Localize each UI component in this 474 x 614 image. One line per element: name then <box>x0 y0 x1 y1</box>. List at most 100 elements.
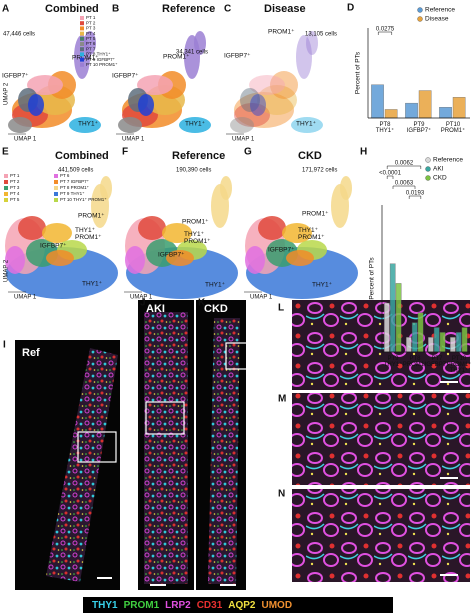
stain-name: CD31 <box>197 600 223 611</box>
microscopy-panels <box>15 300 470 613</box>
umap-panel: G CKD 171,972 cells PROM1⁺ THY1⁺ PROM1⁺IGFBP7… <box>244 147 358 301</box>
tissue-strip <box>46 348 118 582</box>
cell-cluster <box>230 117 254 133</box>
bar <box>384 302 390 353</box>
cluster-label: THY1⁺ <box>78 121 99 128</box>
x-axis-label: UMAP 1 <box>250 295 273 301</box>
panel-letter: J <box>140 298 146 309</box>
cell-cluster <box>249 75 285 95</box>
legend-label: PT 8 THY1⁺ <box>86 52 111 57</box>
x-tick-label: PT9 IGFBP7⁺ <box>407 122 432 134</box>
legend-swatch <box>80 47 84 52</box>
legend-swatch <box>80 42 84 46</box>
panel-letter: M <box>278 394 286 405</box>
cell-count: 34,341 cells <box>176 50 208 56</box>
legend-swatch <box>80 31 84 36</box>
cell-cluster <box>118 117 142 133</box>
panel-letter: E <box>2 147 9 158</box>
bar <box>406 337 412 353</box>
cell-cluster <box>258 216 286 240</box>
zoom-box <box>145 401 185 435</box>
p-value: 0.0193 <box>406 191 425 197</box>
legend-swatch <box>54 198 58 202</box>
cell-cluster <box>28 94 44 116</box>
legend-label: PT 8 PROM1⁺ <box>60 185 90 190</box>
legend-label: PT 5 <box>86 36 96 41</box>
panel-letter: L <box>278 303 284 314</box>
panel-title: CKD <box>298 150 322 162</box>
legend-swatch <box>4 174 8 178</box>
umap-panel: F Reference 190,390 cells PROM1⁺ THY1⁺ PROM1⁺… <box>122 147 238 301</box>
bar <box>455 332 462 353</box>
legend-marker <box>417 7 423 13</box>
panel-letter: A <box>2 4 9 15</box>
cell-cluster <box>270 71 298 99</box>
y-axis-label: UMAP 2 <box>4 259 10 282</box>
x-tick-label: PT10 PROM1⁺ THY1⁺ <box>447 356 472 374</box>
legend-label: PT 6 <box>86 41 96 46</box>
panel-title: Combined <box>55 150 109 162</box>
cluster-label: THY1⁺ <box>312 282 333 289</box>
cluster-label: THY1⁺ PROM1⁺ <box>75 227 102 241</box>
legend-swatch <box>80 26 84 31</box>
legend-marker <box>425 166 431 172</box>
cell-count: 47,446 cells <box>3 32 35 38</box>
bar <box>433 327 440 353</box>
y-axis-label: Percent of PTs <box>355 51 362 94</box>
cell-cluster <box>220 176 232 200</box>
stain-name: LRP2 <box>165 600 191 611</box>
legend-label: Reference <box>433 157 463 164</box>
cell-cluster <box>194 31 206 55</box>
p-value: <0.0001 <box>379 171 402 177</box>
stain-legend-box <box>83 597 393 613</box>
legend-label: PT 10 PROM1⁺ <box>86 62 118 67</box>
bar <box>452 97 466 119</box>
cluster-label: PROM1⁺ <box>182 219 209 226</box>
x-axis-label: UMAP 1 <box>122 137 145 143</box>
legend-label: PT 10 THY1⁺ PROM1⁺ <box>60 197 107 202</box>
cell-cluster <box>234 92 294 128</box>
legend-label: PT 2 <box>86 20 96 25</box>
cell-cluster <box>27 75 63 95</box>
legend-swatch <box>54 186 58 190</box>
cluster-label: PROM1⁺ <box>72 55 99 62</box>
x-tick-label: PT9 THY1⁺ <box>384 356 403 368</box>
cell-cluster <box>306 31 318 55</box>
legend-label: Reference <box>425 7 455 14</box>
cell-count: 13,105 cells <box>305 32 337 38</box>
legend-label: PT 7 <box>86 46 96 51</box>
significance-bracket <box>408 195 422 199</box>
cluster-label: PROM1⁺ <box>302 211 329 218</box>
cluster-label: PROM1⁺ <box>268 29 295 36</box>
umap-panel: E Combined 441,509 cells PROM1⁺ THY1⁺ PROM1⁺ I… <box>2 147 118 301</box>
legend-label: PT 5 <box>10 197 20 202</box>
significance-bracket <box>386 175 394 179</box>
cluster-label: PROM1⁺ <box>78 213 105 220</box>
cell-cluster <box>137 75 173 95</box>
bar <box>418 90 432 119</box>
bar <box>439 106 452 119</box>
cell-cluster <box>138 216 166 240</box>
legend-label: PT 4 <box>86 31 96 36</box>
bar <box>417 312 424 353</box>
panel-letter: F <box>122 147 128 158</box>
p-value: 0.0275 <box>376 27 395 33</box>
legend-swatch <box>80 16 84 20</box>
legend-swatch <box>80 21 84 26</box>
stain-name: PROM1 <box>124 600 160 611</box>
legend-marker <box>425 175 431 181</box>
legend-label: PT 7 IGFBP7⁺ <box>60 179 90 184</box>
legend-swatch <box>54 174 58 178</box>
legend-marker <box>417 16 423 22</box>
legend-swatch <box>4 192 8 196</box>
image-label: AKI <box>146 303 165 315</box>
cell-cluster <box>42 223 72 243</box>
legend-swatch <box>54 180 58 184</box>
cell-cluster <box>291 117 323 133</box>
stain-name: AQP2 <box>228 600 256 611</box>
legend-swatch <box>80 52 84 57</box>
zoom-image <box>292 489 470 582</box>
